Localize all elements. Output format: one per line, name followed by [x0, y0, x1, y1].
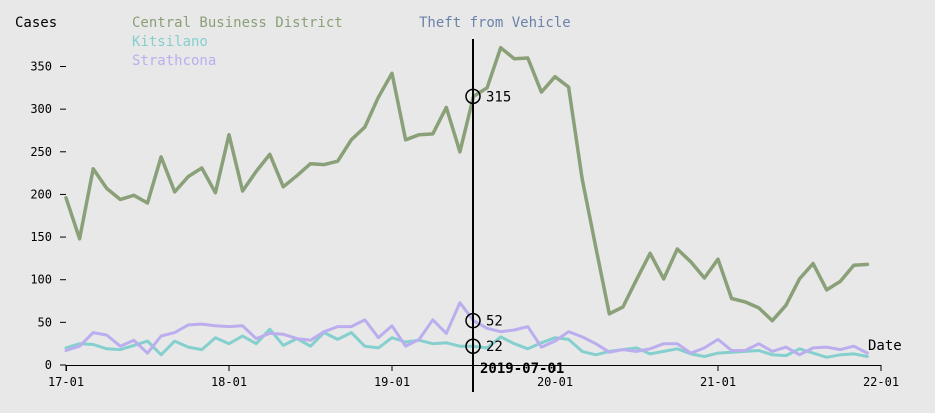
x-tick-label: 21-01	[700, 375, 736, 389]
series-line-1	[64, 45, 870, 323]
hover-date-label: 2019-07-01	[480, 361, 564, 377]
legend: Central Business District Kitsilano Strath…	[132, 15, 343, 69]
legend-item-3: Strathcona	[132, 53, 216, 69]
series-line-3	[64, 301, 869, 357]
y-axis-title: Cases	[15, 15, 57, 31]
hover-value-2: 52	[486, 314, 503, 330]
legend-item-2: Kitsilano	[132, 34, 208, 50]
x-tick-label: 22-01	[863, 375, 899, 389]
y-tick-label: 250	[30, 145, 52, 159]
legend-item-1: Central Business District	[132, 15, 343, 31]
y-tick-label: 200	[30, 187, 52, 201]
y-tick-label: 300	[30, 102, 52, 116]
y-tick-label: 150	[30, 230, 52, 244]
hover-value-3: 22	[486, 339, 503, 355]
hover-crosshair[interactable]: 315 52 22 2019-07-01	[465, 39, 564, 392]
axis-layer: 0 50 100 150 200 250 300 350 17-01 18-01 19-01 20-0…	[30, 60, 899, 390]
x-tick-label: 20-01	[537, 375, 573, 389]
x-tick-label: 19-01	[374, 375, 410, 389]
y-tick-label: 350	[30, 60, 52, 74]
hover-marker-2	[465, 312, 481, 329]
x-axis-title: Date	[868, 338, 902, 354]
y-tick-label: 50	[38, 315, 52, 329]
x-tick-label: 17-01	[48, 375, 84, 389]
hover-marker-3	[465, 338, 481, 354]
x-tick-label: 18-01	[211, 375, 247, 389]
chart-title: Theft from Vehicle	[419, 15, 571, 31]
hover-marker-1	[465, 88, 481, 105]
y-tick-label: 100	[30, 273, 52, 287]
y-tick-label: 0	[45, 358, 52, 372]
hover-value-1: 315	[486, 89, 511, 105]
